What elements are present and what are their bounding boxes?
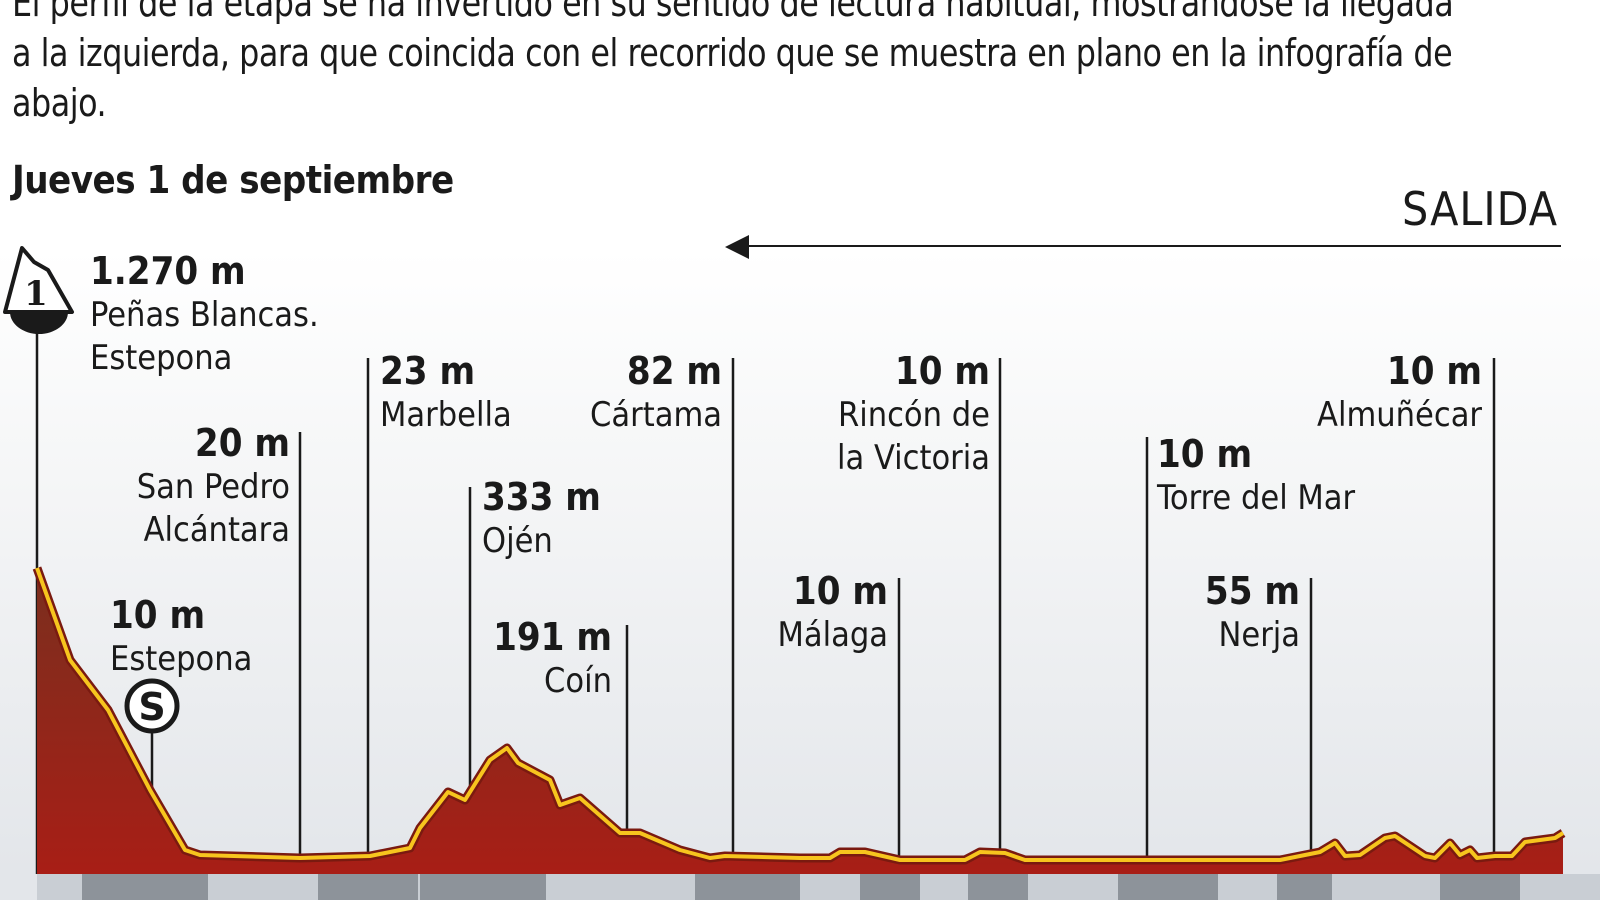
location-label: 10 m Estepona (110, 592, 252, 681)
location-name: la Victoria (837, 438, 990, 478)
location-name: Torre del Mar (1157, 478, 1356, 518)
category-number: 1 (24, 274, 48, 314)
location-label: 10 m Málaga (777, 568, 888, 657)
location-name: Marbella (380, 395, 512, 435)
mountain-category-icon: 1 (3, 246, 74, 334)
location-name: Almuñécar (1317, 395, 1482, 435)
location-name: Rincón de (837, 395, 990, 435)
location-name: Peñas Blancas. (90, 295, 319, 335)
location-label: 82 m Cártama (590, 348, 722, 437)
location-elevation: 23 m (380, 349, 476, 393)
location-elevation: 333 m (482, 475, 601, 519)
location-name: Ojén (482, 521, 553, 561)
arrow-left-icon (725, 235, 749, 259)
location-label: 23 m Marbella (380, 348, 512, 437)
stage-date-title: Jueves 1 de septiembre (12, 158, 454, 202)
location-name: Málaga (777, 615, 888, 655)
location-label: 10 m Almuñécar (1317, 348, 1482, 437)
location-name: Cártama (590, 395, 722, 435)
location-label: 333 m Ojén (482, 474, 601, 563)
location-elevation: 191 m (493, 615, 612, 659)
location-elevation: 10 m (894, 349, 990, 393)
location-elevation: 10 m (110, 593, 206, 637)
location-label: 1.270 m Peñas Blancas. Estepona (90, 248, 319, 380)
direction-arrow-line (735, 245, 1561, 247)
location-label: 10 m Torre del Mar (1157, 431, 1355, 520)
location-name: Alcántara (143, 510, 290, 550)
start-label: SALIDA (1401, 182, 1558, 236)
sprint-letter: S (138, 685, 165, 729)
location-elevation: 1.270 m (90, 249, 246, 293)
location-label: 55 m Nerja (1205, 568, 1300, 657)
location-elevation: 82 m (626, 349, 722, 393)
location-elevation: 10 m (1157, 432, 1253, 476)
location-name: San Pedro (136, 467, 290, 507)
profile-line (35, 567, 1565, 862)
location-label: 10 m Rincón de la Victoria (837, 348, 990, 480)
location-elevation: 10 m (1386, 349, 1482, 393)
location-elevation: 10 m (792, 569, 888, 613)
location-name: Estepona (110, 639, 253, 679)
location-label: 20 m San Pedro Alcántara (137, 420, 290, 552)
sprint-icon: S (124, 678, 180, 734)
location-label: 191 m Coín (493, 614, 612, 703)
location-elevation: 55 m (1204, 569, 1300, 613)
location-name: Coín (544, 661, 612, 701)
location-elevation: 20 m (194, 421, 290, 465)
intro-paragraph: El perfil de la etapa se ha invertido en… (12, 0, 1454, 125)
location-name: Nerja (1218, 615, 1300, 655)
location-name: Estepona (90, 338, 233, 378)
distance-strip (37, 874, 1600, 900)
